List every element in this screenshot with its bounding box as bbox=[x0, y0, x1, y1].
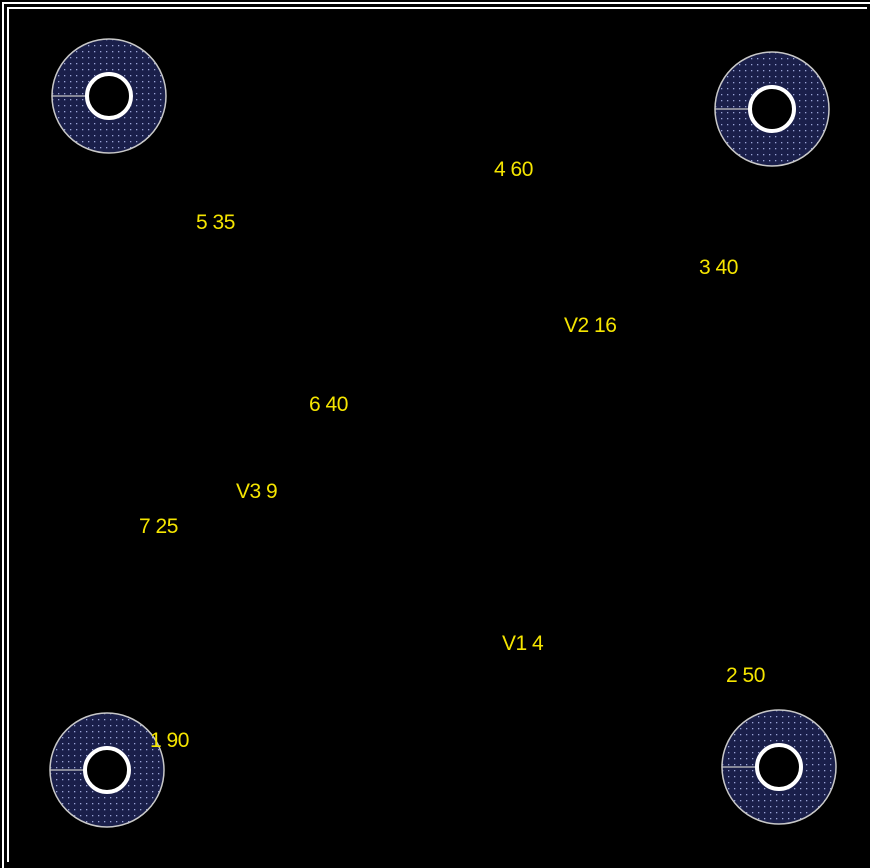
component-label-v1-4[interactable]: V1 4 bbox=[502, 632, 544, 655]
component-label-7-25[interactable]: 7 25 bbox=[139, 515, 178, 538]
component-label-v2-16[interactable]: V2 16 bbox=[564, 314, 617, 337]
mounting-hole-icon bbox=[49, 712, 165, 828]
component-label-1-90[interactable]: 1 90 bbox=[150, 729, 189, 752]
mounting-hole-icon bbox=[714, 51, 830, 167]
component-label-3-40[interactable]: 3 40 bbox=[699, 256, 738, 279]
mounting-pad-top-right[interactable] bbox=[713, 50, 831, 168]
mounting-pad-bottom-left[interactable] bbox=[48, 711, 166, 829]
component-label-5-35[interactable]: 5 35 bbox=[196, 211, 235, 234]
mounting-pad-bottom-right[interactable] bbox=[720, 708, 838, 826]
mounting-hole-icon bbox=[51, 38, 167, 154]
component-label-v3-9[interactable]: V3 9 bbox=[236, 480, 278, 503]
board-outline-inner bbox=[7, 7, 867, 862]
mounting-pad-top-left[interactable] bbox=[50, 37, 168, 155]
component-label-6-40[interactable]: 6 40 bbox=[309, 393, 348, 416]
component-label-2-50[interactable]: 2 50 bbox=[726, 664, 765, 687]
component-label-4-60[interactable]: 4 60 bbox=[494, 158, 533, 181]
mounting-hole-icon bbox=[721, 709, 837, 825]
